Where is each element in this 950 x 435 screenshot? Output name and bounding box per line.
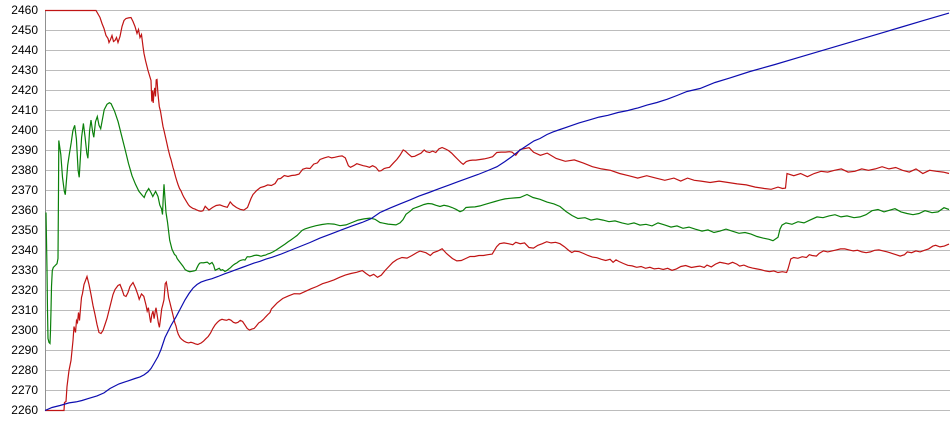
svg-text:2430: 2430: [11, 63, 38, 77]
svg-text:2370: 2370: [11, 183, 38, 197]
svg-text:2340: 2340: [11, 243, 38, 257]
svg-text:2290: 2290: [11, 343, 38, 357]
svg-text:2410: 2410: [11, 103, 38, 117]
svg-text:2280: 2280: [11, 363, 38, 377]
svg-text:2380: 2380: [11, 163, 38, 177]
svg-text:2320: 2320: [11, 283, 38, 297]
svg-text:2390: 2390: [11, 143, 38, 157]
svg-text:2330: 2330: [11, 263, 38, 277]
svg-text:2270: 2270: [11, 383, 38, 397]
svg-text:2310: 2310: [11, 303, 38, 317]
svg-text:2260: 2260: [11, 403, 38, 417]
svg-text:2450: 2450: [11, 23, 38, 37]
svg-text:2460: 2460: [11, 3, 38, 17]
svg-text:2400: 2400: [11, 123, 38, 137]
svg-text:2420: 2420: [11, 83, 38, 97]
svg-text:2440: 2440: [11, 43, 38, 57]
svg-text:2350: 2350: [11, 223, 38, 237]
svg-text:2300: 2300: [11, 323, 38, 337]
svg-text:2360: 2360: [11, 203, 38, 217]
